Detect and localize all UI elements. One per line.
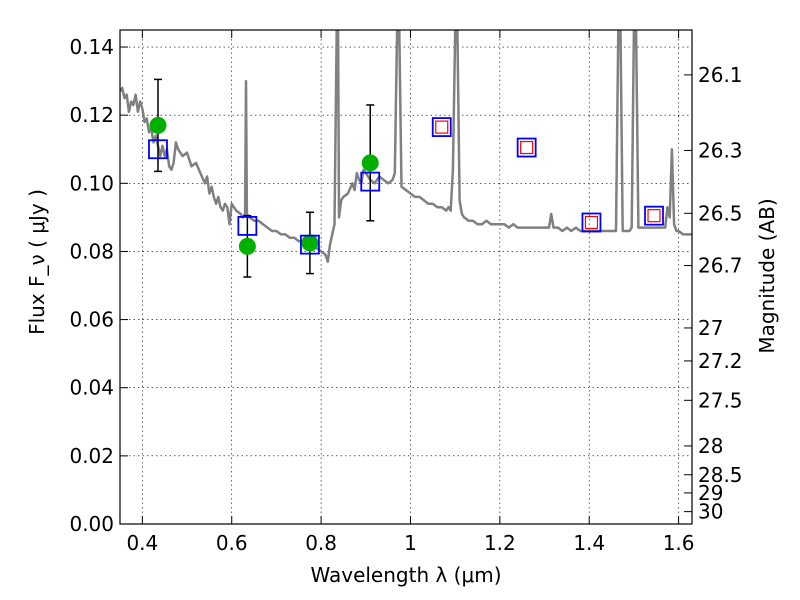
y-tick-label: 0.08 (69, 239, 114, 263)
mag-tick-label: 27.5 (698, 388, 743, 412)
mag-tick-label: 26.5 (698, 201, 743, 225)
observed-point (238, 237, 256, 255)
model-photometry-square (237, 215, 258, 236)
model-photometry-square (581, 212, 602, 233)
mag-tick-label: 29 (698, 481, 723, 505)
mag-tick-label: 26.1 (698, 63, 743, 87)
mag-tick-label: 30 (698, 500, 723, 524)
y2-axis-title: Magnitude (AB) (755, 198, 779, 353)
model-photometry-square (516, 137, 537, 158)
mag-tick-label: 27.2 (698, 349, 743, 373)
model-photometry-inner-square (520, 140, 534, 155)
x-tick-label: 1 (404, 531, 417, 555)
y-tick-label: 0.00 (69, 512, 114, 536)
mag-tick-label: 28 (698, 434, 723, 458)
x-tick-label: 0.6 (216, 531, 248, 555)
y-tick-label: 0.12 (69, 103, 114, 127)
observed-point (149, 116, 167, 134)
x-tick-label: 1.4 (573, 531, 605, 555)
model-photometry-square (431, 117, 452, 137)
y-tick-label: 0.10 (69, 171, 114, 195)
x-axis-title: Wavelength λ (μm) (310, 563, 501, 587)
model-photometry-square (644, 205, 664, 226)
observed-point (301, 234, 319, 252)
plot-frame (119, 29, 693, 525)
plot-background (120, 30, 692, 524)
mag-tick-label: 26.7 (698, 254, 743, 278)
data-layer (120, 30, 692, 278)
mag-tick-label: 26.3 (698, 138, 743, 162)
y-tick-label: 0.02 (69, 444, 114, 468)
ticks: 0.4 0.6 0.8 1 1.2 1.4 1.6 0.00 0.02 0.04 0.06 0.08 0… (69, 30, 743, 555)
x-tick-label: 0.8 (305, 531, 337, 555)
y-tick-label: 0.14 (69, 35, 114, 59)
x-tick-label: 1.2 (484, 531, 516, 555)
model-photometry-inner-square (647, 209, 661, 223)
model-photometry-inner-square (435, 120, 449, 134)
x-tick-label: 1.6 (663, 531, 695, 555)
y-axis-title: Flux F_ν ( μJy ) (25, 189, 49, 335)
observed-point (361, 154, 379, 172)
model-photometry-square (360, 171, 381, 192)
y-tick-label: 0.04 (69, 376, 114, 400)
model-photometry-square (148, 139, 168, 160)
model-photometry-inner-square (584, 215, 599, 230)
y-tick-label: 0.06 (69, 308, 114, 332)
model-photometry-square (300, 234, 320, 255)
mag-tick-label: 28.5 (698, 463, 743, 487)
x-tick-label: 0.4 (126, 531, 158, 555)
mag-tick-label: 27 (698, 316, 723, 340)
